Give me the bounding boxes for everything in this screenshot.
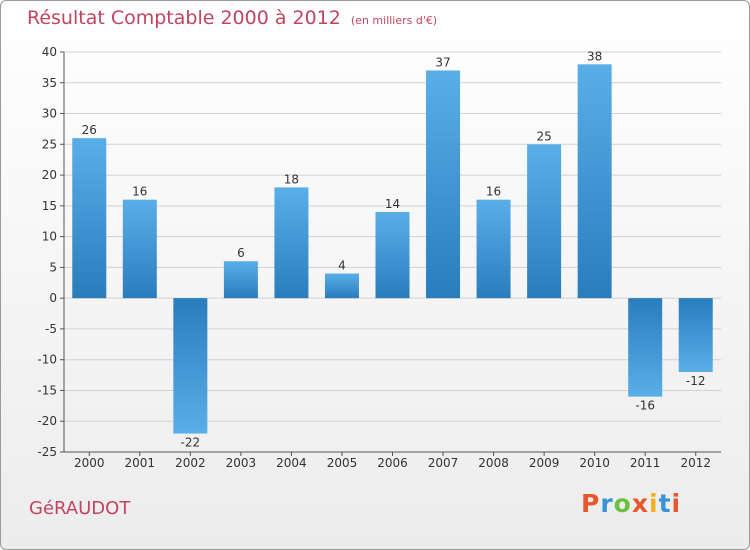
y-tick-label: 30 xyxy=(42,107,57,121)
x-tick-label: 2003 xyxy=(226,456,257,470)
data-label: 25 xyxy=(536,129,551,143)
data-label: 37 xyxy=(435,55,450,69)
data-label: 16 xyxy=(486,185,501,199)
data-label: -12 xyxy=(686,374,706,388)
data-labels: 26 16 -22 6 18 4 14 37 16 25 38 -16 -12 xyxy=(82,49,706,449)
bar xyxy=(577,64,612,299)
data-label: 4 xyxy=(338,259,346,273)
logo-letter: i xyxy=(649,489,659,518)
unit-label: (en milliers d'€) xyxy=(350,14,438,27)
x-tick-label: 2004 xyxy=(276,456,307,470)
commune-name: GéRAUDOT xyxy=(29,498,131,519)
x-tick-label: 2005 xyxy=(327,456,358,470)
bar xyxy=(527,144,562,299)
y-tick-label: 15 xyxy=(42,199,57,213)
logo-letter: P xyxy=(581,489,601,518)
x-tick-label: 2009 xyxy=(529,456,560,470)
bar xyxy=(476,199,511,299)
y-tick-label: -25 xyxy=(37,445,57,459)
logo-letter: x xyxy=(631,489,649,518)
title-text: Résultat Comptable 2000 à 2012 xyxy=(27,7,341,29)
data-label: 38 xyxy=(587,49,602,63)
data-label: 16 xyxy=(132,185,147,199)
x-tick-label: 2007 xyxy=(428,456,459,470)
bar xyxy=(628,298,663,397)
data-label: -16 xyxy=(635,399,655,413)
x-tick-label: 2012 xyxy=(680,456,711,470)
x-tick-label: 2006 xyxy=(377,456,408,470)
bar xyxy=(173,298,208,434)
y-tick-label: -10 xyxy=(37,353,57,367)
x-tick-label: 2008 xyxy=(478,456,509,470)
x-tick-label: 2011 xyxy=(630,456,661,470)
x-tick-label: 2001 xyxy=(125,456,156,470)
data-label: -22 xyxy=(181,436,201,450)
bar xyxy=(375,212,410,299)
chart-title: Résultat Comptable 2000 à 2012 (en millie… xyxy=(27,7,437,29)
y-tick-label: 40 xyxy=(42,45,57,59)
data-label: 26 xyxy=(82,123,97,137)
y-tick-label: -15 xyxy=(37,383,57,397)
bars xyxy=(72,64,713,434)
y-tick-label: 25 xyxy=(42,137,57,151)
x-tick-label: 2010 xyxy=(579,456,610,470)
bar xyxy=(678,298,713,372)
bar xyxy=(324,273,359,299)
bar xyxy=(122,199,157,299)
y-tick-label: 20 xyxy=(42,168,57,182)
logo-letter: t xyxy=(658,489,672,518)
x-tick-label: 2002 xyxy=(175,456,206,470)
y-tick-label: 10 xyxy=(42,230,57,244)
y-tick-label: -5 xyxy=(45,322,57,336)
y-tick-label: 35 xyxy=(42,76,57,90)
logo-letter: i xyxy=(671,489,682,518)
data-label: 6 xyxy=(237,246,245,260)
axes: 40 35 30 25 20 15 10 5 0 -5 -10 -15 -20 -25 2000 2001 20… xyxy=(37,45,721,470)
logo-letter: r xyxy=(600,489,614,518)
bar xyxy=(426,70,461,299)
logo-letter: o xyxy=(613,489,632,518)
bar xyxy=(72,138,107,299)
y-tick-label: 5 xyxy=(49,260,57,274)
bar xyxy=(274,187,309,299)
bar xyxy=(223,261,258,299)
x-tick-label: 2000 xyxy=(74,456,105,470)
y-tick-label: 0 xyxy=(49,291,57,305)
y-tick-label: -20 xyxy=(37,414,57,428)
proxiti-logo[interactable]: Proxiti xyxy=(581,489,681,518)
data-label: 14 xyxy=(385,197,400,211)
data-label: 18 xyxy=(284,172,299,186)
